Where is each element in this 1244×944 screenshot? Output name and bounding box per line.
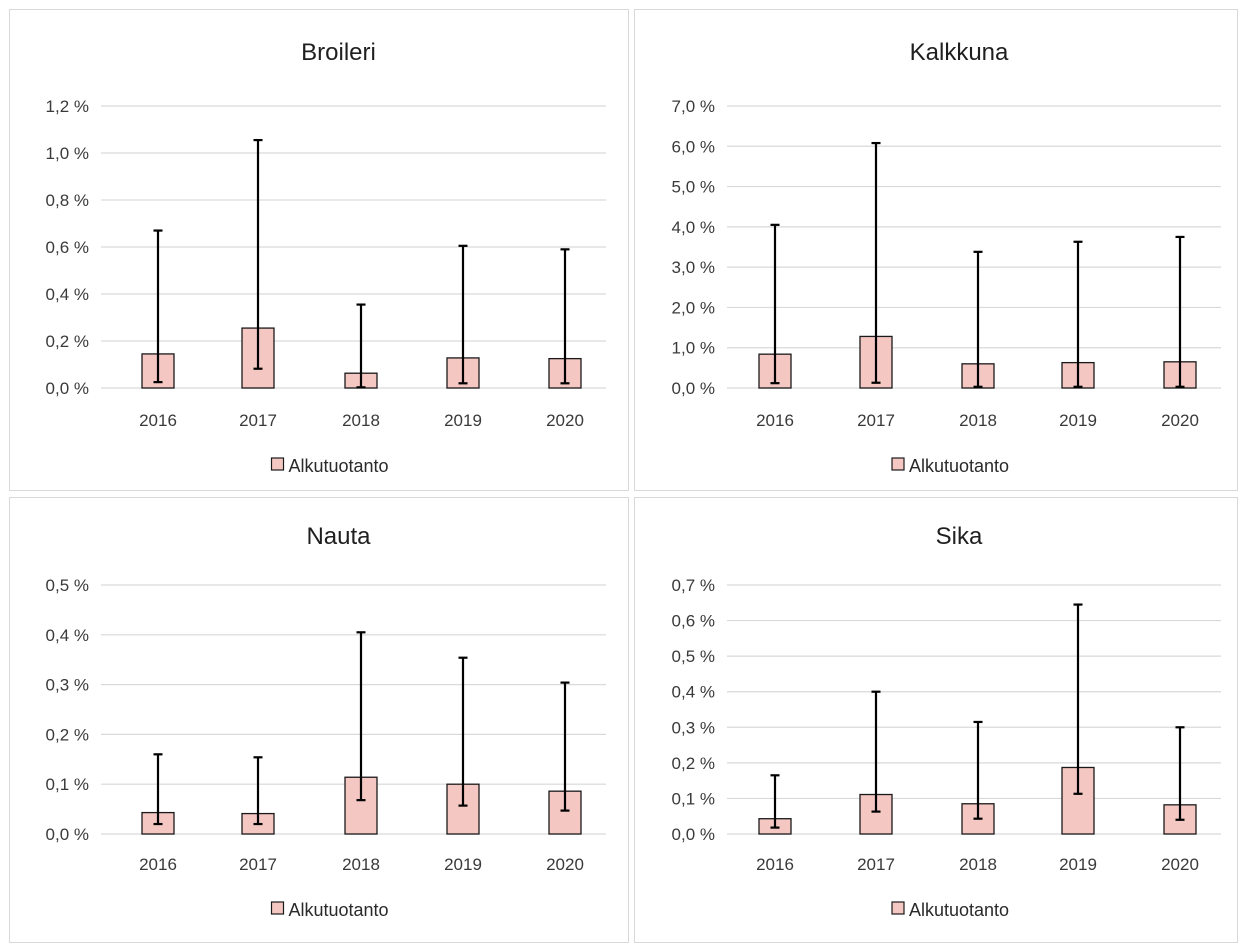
chart-1-ytick-label: 7,0 % (672, 97, 715, 116)
chart-3-xtick-label: 2017 (857, 855, 895, 874)
chart-1-ytick-label: 5,0 % (672, 178, 715, 197)
chart-0-legend-label: Alkutuotanto (289, 456, 389, 476)
chart-2-ytick-label: 0,2 % (46, 725, 89, 744)
chart-1-ytick-label: 0,0 % (672, 379, 715, 398)
chart-0-xtick-label: 2017 (239, 411, 277, 430)
chart-2-xtick-label: 2016 (139, 855, 177, 874)
chart-3-legend-swatch (891, 901, 905, 915)
chart-1-legend-label: Alkutuotanto (909, 456, 1009, 476)
chart-2-xtick-label: 2019 (444, 855, 482, 874)
chart-3-ytick-label: 0,2 % (672, 754, 715, 773)
chart-1-xtick-label: 2020 (1161, 411, 1199, 430)
chart-2-ytick-label: 0,0 % (46, 825, 89, 844)
chart-0-title: Broileri (301, 39, 376, 66)
chart-2-title: Nauta (306, 523, 371, 550)
chart-panel-kalkkuna: Kalkkuna 0,0 % 1,0 % 2,0 % 3,0 % 4,0 % 5,0 % 6,… (634, 9, 1238, 491)
chart-1-xtick-label: 2019 (1059, 411, 1097, 430)
chart-2-legend-swatch (270, 901, 285, 915)
chart-kalkkuna: Kalkkuna 0,0 % 1,0 % 2,0 % 3,0 % 4,0 % 5,0 % 6,… (672, 39, 1221, 476)
chart-3-ytick-label: 0,0 % (672, 825, 715, 844)
chart-0-ytick-label: 0,2 % (46, 332, 89, 351)
chart-panel-nauta: Nauta 0,0 % 0,1 % 0,2 % 0,3 % 0,4 % 0,5 % 2016 2… (9, 497, 629, 943)
chart-0-xtick-label: 2016 (139, 411, 177, 430)
chart-2-legend-label: Alkutuotanto (289, 900, 389, 920)
chart-2-xtick-label: 2020 (546, 855, 584, 874)
chart-2-ytick-label: 0,5 % (46, 576, 89, 595)
chart-3-ytick-label: 0,6 % (672, 612, 715, 631)
chart-1-ytick-label: 1,0 % (672, 339, 715, 358)
chart-sika: Sika 0,0 % 0,1 % 0,2 % 0,3 % 0,4 % 0,5 % 0,6 % 0… (672, 523, 1221, 920)
chart-0-ytick-label: 0,8 % (46, 191, 89, 210)
chart-0-ytick-label: 1,2 % (46, 97, 89, 116)
chart-3-legend-label: Alkutuotanto (909, 900, 1009, 920)
chart-2-ytick-label: 0,3 % (46, 676, 89, 695)
chart-3-xtick-label: 2020 (1161, 855, 1199, 874)
chart-1-xtick-label: 2017 (857, 411, 895, 430)
chart-panel-broileri: Broileri 0,0 % 0,2 % 0,4 % 0,6 % 0,8 % 1,0 % 1,… (9, 9, 629, 491)
chart-2-xtick-label: 2017 (239, 855, 277, 874)
chart-3-xtick-label: 2018 (959, 855, 997, 874)
chart-1-ytick-label: 4,0 % (672, 218, 715, 237)
chart-0-xtick-label: 2020 (546, 411, 584, 430)
chart-0-legend-swatch (270, 457, 285, 471)
chart-1-xtick-label: 2018 (959, 411, 997, 430)
chart-0-ytick-label: 0,4 % (46, 285, 89, 304)
chart-2-xtick-label: 2018 (342, 855, 380, 874)
chart-1-ytick-label: 2,0 % (672, 298, 715, 317)
chart-0-ytick-label: 1,0 % (46, 144, 89, 163)
chart-2-ytick-label: 0,1 % (46, 775, 89, 794)
chart-3-xtick-label: 2016 (756, 855, 794, 874)
chart-0-xtick-label: 2018 (342, 411, 380, 430)
chart-3-ytick-label: 0,1 % (672, 789, 715, 808)
chart-0-ytick-label: 0,6 % (46, 238, 89, 257)
chart-0-xtick-label: 2019 (444, 411, 482, 430)
chart-1-ytick-label: 3,0 % (672, 258, 715, 277)
chart-1-legend-swatch (891, 457, 905, 471)
chart-3-ytick-label: 0,4 % (672, 683, 715, 702)
chart-3-title: Sika (936, 523, 983, 550)
chart-1-xtick-label: 2016 (756, 411, 794, 430)
chart-3-ytick-label: 0,3 % (672, 718, 715, 737)
chart-2-ytick-label: 0,4 % (46, 626, 89, 645)
chart-1-ytick-label: 6,0 % (672, 137, 715, 156)
chart-3-xtick-label: 2019 (1059, 855, 1097, 874)
chart-1-title: Kalkkuna (910, 39, 1009, 66)
chart-0-ytick-label: 0,0 % (46, 379, 89, 398)
chart-panel-sika: Sika 0,0 % 0,1 % 0,2 % 0,3 % 0,4 % 0,5 % 0,6 % 0… (634, 497, 1238, 943)
chart-nauta: Nauta 0,0 % 0,1 % 0,2 % 0,3 % 0,4 % 0,5 % 2016 2… (46, 523, 606, 920)
chart-3-ytick-label: 0,5 % (672, 647, 715, 666)
chart-3-ytick-label: 0,7 % (672, 576, 715, 595)
chart-broileri: Broileri 0,0 % 0,2 % 0,4 % 0,6 % 0,8 % 1,0 % 1,… (46, 39, 606, 476)
